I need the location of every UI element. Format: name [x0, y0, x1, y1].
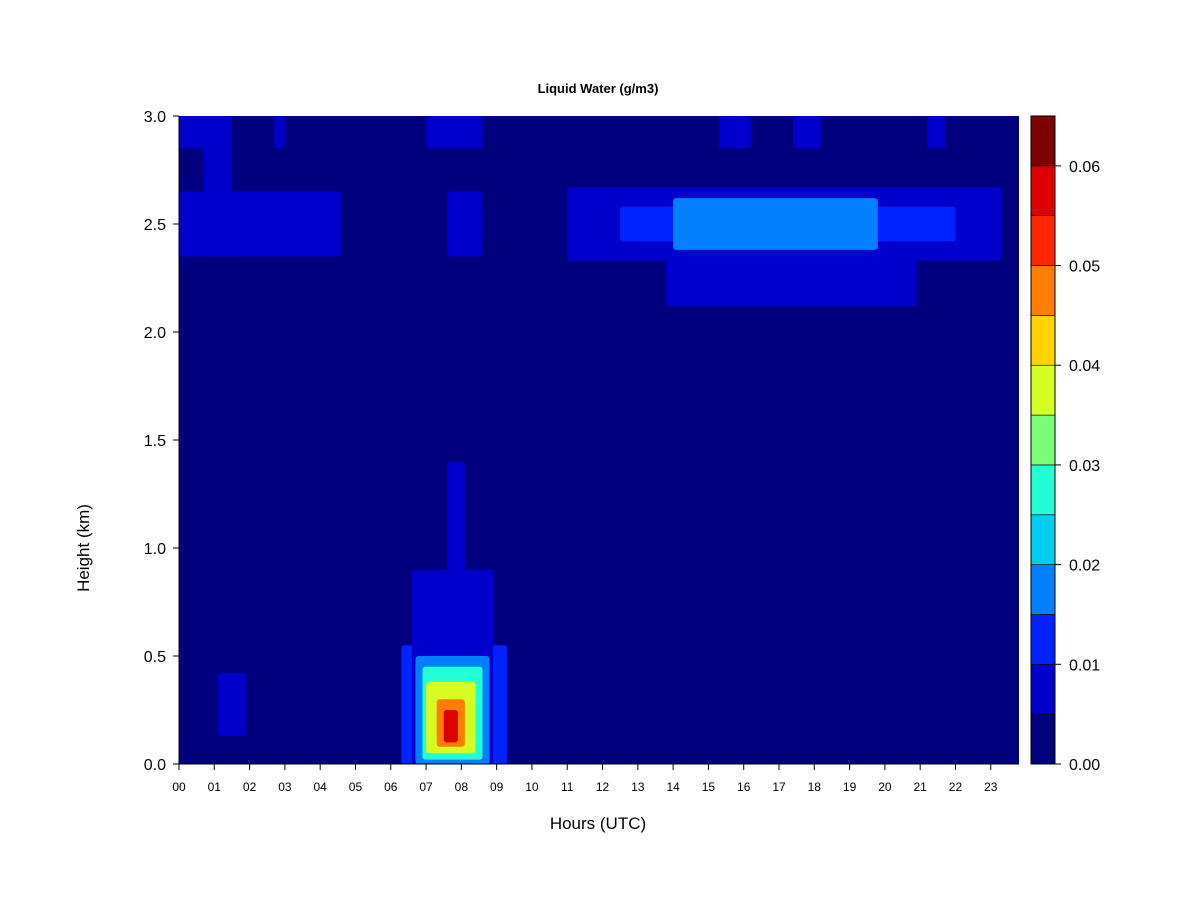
x-tick-label: 20: [878, 780, 892, 794]
x-tick-label: 10: [525, 780, 539, 794]
heatmap-plot-area: [179, 116, 1019, 764]
colorbar-tick-label: 0.01: [1069, 657, 1100, 674]
colorbar-segment: [1030, 364, 1056, 416]
heatmap-cell-13: [927, 116, 945, 149]
y-axis-label: Height (km): [74, 504, 93, 592]
heatmap-cell-3: [274, 116, 285, 149]
x-tick-label: 16: [737, 780, 751, 794]
x-tick-label: 11: [561, 780, 574, 794]
colorbar-segment: [1030, 165, 1056, 216]
heatmap-cell-21: [443, 710, 458, 743]
x-tick-label: 09: [490, 780, 504, 794]
colorbar-tick-label: 0.04: [1069, 358, 1100, 375]
colorbar-segment: [1030, 265, 1056, 316]
colorbar-tick-label: 0.03: [1069, 458, 1100, 475]
colorbar-frame: [1030, 115, 1056, 765]
x-tick-label: 07: [419, 780, 433, 794]
x-tick-label: 14: [666, 780, 680, 794]
x-axis-label: Hours (UTC): [550, 814, 646, 833]
chart-title: Liquid Water (g/m3): [538, 81, 659, 96]
colorbar-segment: [1030, 564, 1056, 615]
colorbar-tick-label: 0.05: [1069, 259, 1100, 276]
x-tick-label: 17: [772, 780, 786, 794]
x-tick-label: 08: [455, 780, 469, 794]
x-tick-label: 23: [984, 780, 998, 794]
x-tick-label: 15: [702, 780, 716, 794]
y-axis: 0.0 0.5 1.0 1.5 2.0 2.5 3.0: [144, 109, 180, 774]
y-tick-label: 0.0: [144, 757, 166, 774]
x-tick-label: 21: [913, 780, 927, 794]
heatmap-cell-7: [666, 256, 917, 307]
colorbar-tick-label: 0.02: [1069, 558, 1100, 575]
heatmap-cell-12: [793, 116, 822, 149]
y-tick-label: 1.0: [144, 541, 166, 558]
x-tick-label: 22: [949, 780, 963, 794]
x-tick-label: 12: [596, 780, 610, 794]
colorbar-segment: [1030, 414, 1056, 466]
y-tick-label: 2.0: [144, 325, 166, 342]
colorbar-segment: [1030, 215, 1056, 266]
colorbar-segment: [1030, 315, 1056, 366]
x-tick-label: 02: [243, 780, 257, 794]
colorbar-tick-label: 0.00: [1069, 757, 1100, 774]
heatmap-cell-11: [719, 116, 751, 149]
heatmap-cell-22: [447, 461, 465, 613]
heatmap-cell-14: [217, 673, 247, 736]
y-tick-label: 3.0: [144, 109, 166, 126]
colorbar-segment: [1030, 664, 1056, 715]
x-tick-label: 05: [349, 780, 363, 794]
heatmap-cell-5: [447, 191, 483, 257]
colorbar-segment: [1030, 115, 1056, 167]
y-tick-label: 1.5: [144, 433, 166, 450]
colorbar: 0.00 0.01 0.02 0.03 0.04 0.05 0.06: [1030, 115, 1100, 774]
x-tick-label: 06: [384, 780, 398, 794]
colorbar-tick-label: 0.06: [1069, 159, 1100, 176]
y-tick-label: 0.5: [144, 649, 166, 666]
x-axis: 00 01 02 03 04 05 06 07 08 09 10 11 12 13 14 15 16 17 18 19…: [172, 763, 1019, 794]
y-tick-label: 2.5: [144, 217, 166, 234]
colorbar-segment: [1030, 514, 1056, 565]
colorbar-segment: [1030, 464, 1056, 516]
heatmap-cell-4: [426, 116, 483, 149]
x-tick-label: 01: [208, 780, 222, 794]
heatmap-cell-0: [179, 191, 342, 257]
colorbar-segment: [1030, 614, 1056, 665]
x-tick-label: 18: [808, 780, 822, 794]
colorbar-segment: [1030, 713, 1056, 765]
x-tick-label: 13: [631, 780, 645, 794]
x-tick-label: 03: [278, 780, 292, 794]
heatmap-cell-10: [726, 213, 832, 235]
x-tick-label: 00: [172, 780, 186, 794]
heatmap-cell-2: [203, 116, 232, 257]
x-tick-label: 04: [313, 780, 327, 794]
x-tick-label: 19: [843, 780, 857, 794]
